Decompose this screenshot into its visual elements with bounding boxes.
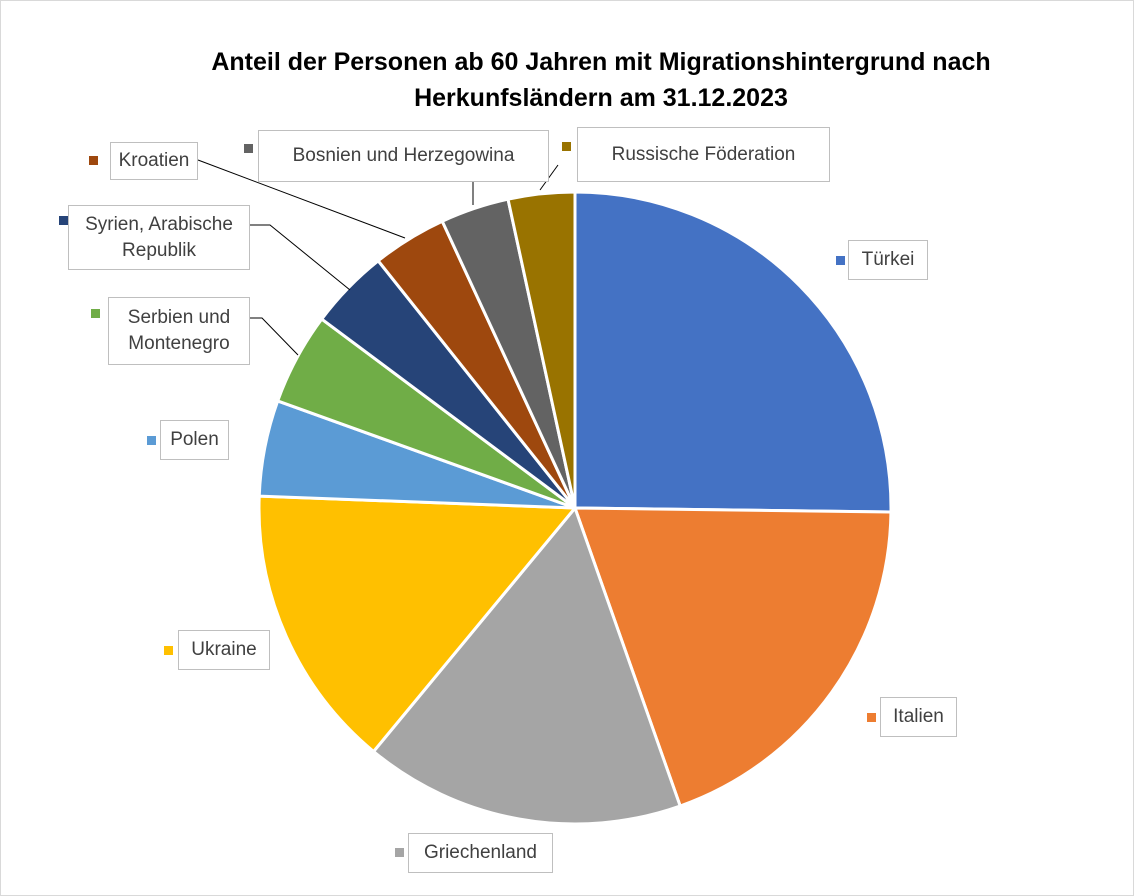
chart-title: Anteil der Personen ab 60 Jahren mit Mig… bbox=[211, 48, 991, 112]
label-marker bbox=[164, 646, 173, 655]
slice-label: Russische Föderation bbox=[577, 127, 830, 182]
pie-slice bbox=[371, 505, 683, 826]
leader-line bbox=[197, 159, 406, 239]
slice-label: Polen bbox=[160, 420, 229, 460]
label-marker bbox=[91, 309, 100, 318]
slice-label: Ukraine bbox=[178, 630, 270, 670]
pie-slice bbox=[506, 190, 577, 509]
slice-label: Kroatien bbox=[110, 142, 198, 180]
slice-label: Türkei bbox=[848, 240, 928, 280]
label-marker bbox=[147, 436, 156, 445]
pie-slice bbox=[573, 190, 893, 514]
label-marker bbox=[89, 156, 98, 165]
pie-slice bbox=[257, 494, 579, 754]
label-marker bbox=[867, 713, 876, 722]
leader-line bbox=[250, 317, 299, 356]
leader-line bbox=[539, 164, 559, 191]
label-marker bbox=[562, 142, 571, 151]
label-marker bbox=[836, 256, 845, 265]
slice-label: Italien bbox=[880, 697, 957, 737]
label-marker bbox=[244, 144, 253, 153]
label-marker bbox=[59, 216, 68, 225]
slice-label: Bosnien und Herzegowina bbox=[258, 130, 549, 182]
slice-label: Serbien und Montenegro bbox=[108, 297, 250, 365]
slice-label: Syrien, Arabische Republik bbox=[68, 205, 250, 270]
leader-line bbox=[250, 224, 351, 291]
label-marker bbox=[395, 848, 404, 857]
slice-label: Griechenland bbox=[408, 833, 553, 873]
